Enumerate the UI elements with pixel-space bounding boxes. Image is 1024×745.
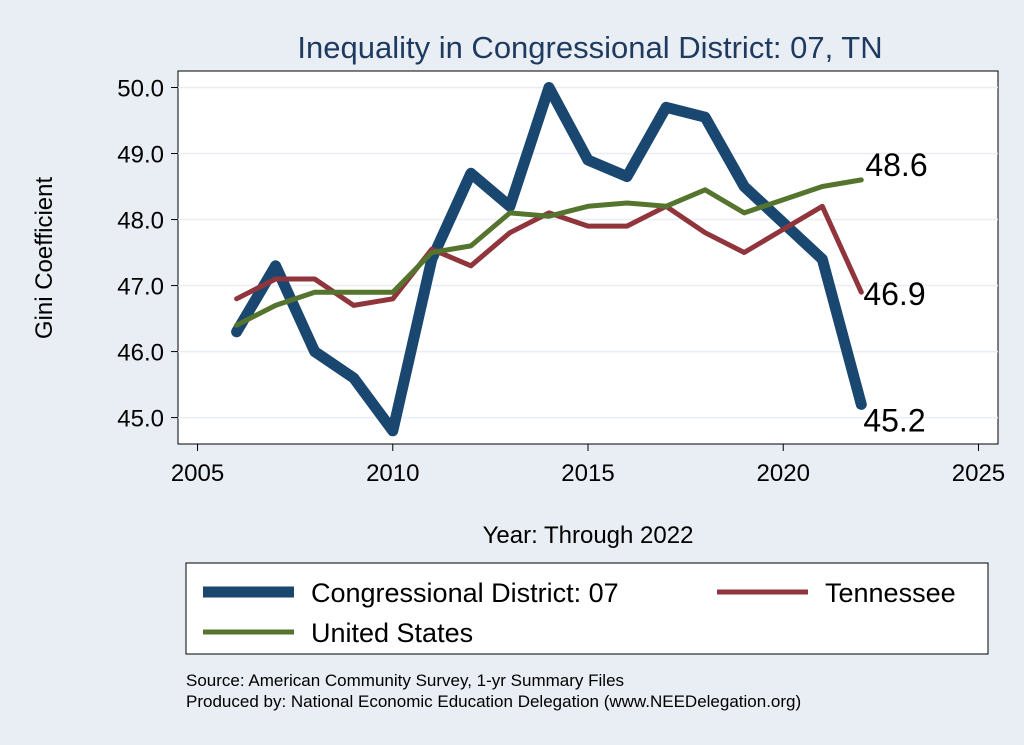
series-line-tennessee	[234, 203, 864, 308]
plot-area	[177, 70, 999, 445]
y-tick-label: 45.0	[117, 406, 164, 433]
x-tick-label: 2010	[366, 460, 419, 487]
produced-by-note: Produced by: National Economic Education…	[186, 692, 801, 711]
x-tick-label: 2025	[952, 460, 1005, 487]
x-tick-label: 2020	[757, 460, 810, 487]
axes: 45.0 46.0 47.0 48.0 49.0 50.0 2005 2010 2015 2020…	[117, 76, 1005, 487]
y-tick-label: 46.0	[117, 340, 164, 367]
y-tick-label: 48.0	[117, 208, 164, 235]
chart-title: Inequality in Congressional District: 07…	[297, 30, 882, 65]
series-line-district	[231, 82, 867, 437]
legend-box	[185, 562, 989, 655]
x-axis-label: Year: Through 2022	[483, 522, 694, 549]
series-group	[231, 82, 867, 437]
end-label-district: 45.2	[863, 402, 925, 438]
y-tick-label: 49.0	[117, 142, 164, 169]
legend: Congressional District: 07 Tennessee Uni…	[185, 562, 989, 655]
x-tick-label: 2015	[561, 460, 614, 487]
legend-label-tennessee: Tennessee	[825, 578, 956, 608]
end-label-tennessee: 46.9	[863, 276, 925, 312]
series-line-united-states	[234, 177, 864, 328]
end-labels: 45.2 46.9 48.6	[863, 147, 927, 438]
legend-label-district: Congressional District: 07	[311, 578, 619, 608]
legend-label-united-states: United States	[311, 618, 473, 648]
end-label-united-states: 48.6	[865, 147, 927, 183]
x-tick-label: 2005	[171, 460, 224, 487]
source-note: Source: American Community Survey, 1-yr …	[186, 671, 624, 690]
y-axis-label: Gini Coefficient	[31, 177, 58, 340]
y-tick-label: 47.0	[117, 274, 164, 301]
y-tick-label: 50.0	[117, 76, 164, 103]
